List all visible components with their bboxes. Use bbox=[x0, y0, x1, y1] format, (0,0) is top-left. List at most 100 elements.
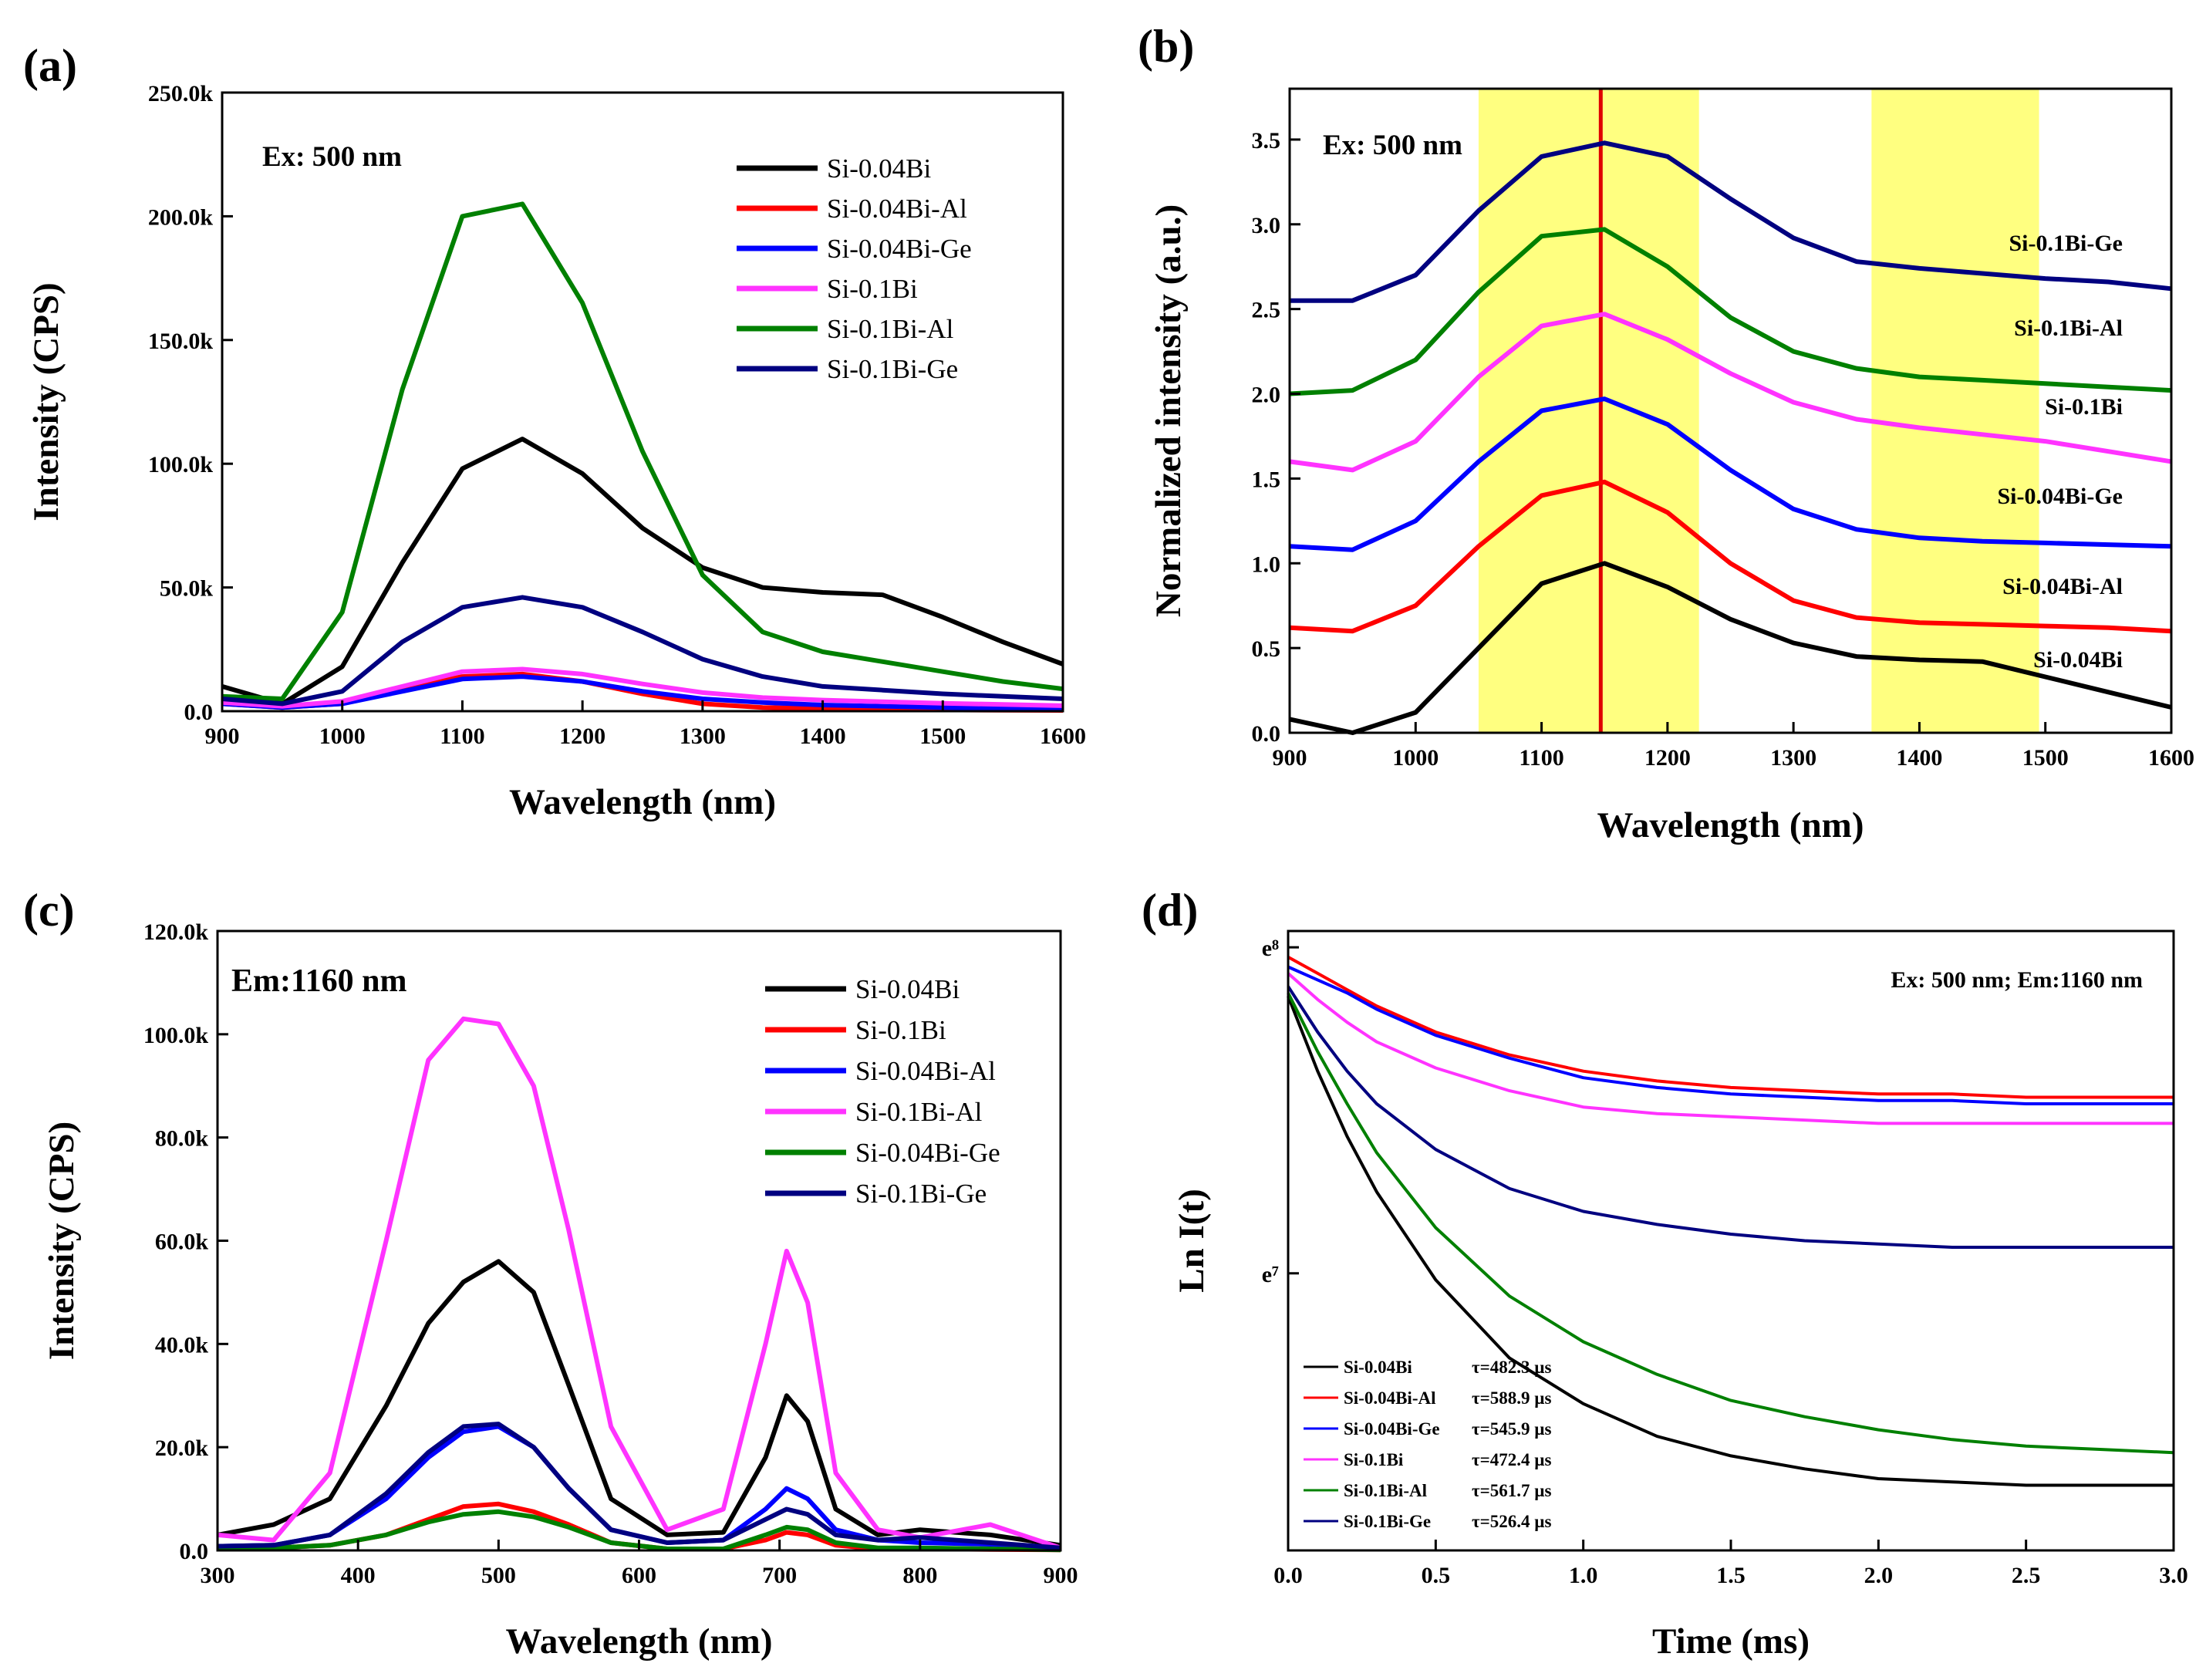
y-tick-label: 2.0 bbox=[1252, 383, 1281, 408]
x-tick-label: 400 bbox=[341, 1563, 376, 1588]
panel-4: (d) 0.0 0.5 1.0 1.5 2.0 2.5 3.0 e⁷ e⁸ Time (ms) Ln … bbox=[1142, 885, 2188, 1661]
x-tick-label: 1300 bbox=[1770, 745, 1816, 771]
excitation-annotation: Em:1160 nm bbox=[231, 963, 407, 999]
legend-entry: Si-0.1Bi-Al bbox=[827, 314, 954, 344]
fit-legend-tau: τ=561.7 µs bbox=[1472, 1481, 1551, 1500]
y-tick-label: 150.0k bbox=[148, 329, 214, 354]
excitation-annotation: Ex: 500 nm; Em:1160 nm bbox=[1891, 967, 2143, 993]
series-label: Si-0.1Bi-Al bbox=[2014, 315, 2123, 341]
x-tick-label: 2.5 bbox=[2012, 1563, 2041, 1588]
y-tick-label: 50.0k bbox=[160, 576, 214, 602]
legend-entry: Si-0.04Bi-Al bbox=[855, 1056, 996, 1086]
y-tick-label: 20.0k bbox=[155, 1435, 209, 1461]
series-line-1 bbox=[217, 1259, 1061, 1548]
highlight-band bbox=[1871, 89, 2039, 733]
y-tick-label: e⁸ bbox=[1262, 936, 1279, 961]
y-tick-label: 80.0k bbox=[155, 1126, 209, 1152]
fit-legend-tau: τ=472.4 µs bbox=[1472, 1450, 1551, 1469]
x-tick-label: 1.5 bbox=[1716, 1563, 1746, 1588]
series-line-1 bbox=[221, 437, 1064, 707]
series-line-1 bbox=[1289, 561, 2172, 735]
fit-legend-tau: τ=482.3 µs bbox=[1472, 1358, 1551, 1377]
series-label: Si-0.1Bi-Ge bbox=[2009, 231, 2123, 256]
x-tick-label: 800 bbox=[902, 1563, 937, 1588]
x-tick-label: 1600 bbox=[1040, 724, 1086, 749]
x-tick-label: 900 bbox=[205, 724, 240, 749]
series-label: Si-0.04Bi-Al bbox=[2002, 574, 2123, 599]
x-axis-title: Wavelength (nm) bbox=[1597, 805, 1864, 845]
fit-legend-name: Si-0.04Bi-Al bbox=[1344, 1388, 1435, 1408]
excitation-annotation: Ex: 500 nm bbox=[262, 141, 402, 173]
x-tick-label: 900 bbox=[1044, 1563, 1078, 1588]
series-line-3 bbox=[221, 674, 1064, 711]
y-tick-label: 0.5 bbox=[1252, 636, 1281, 662]
legend-entry: Si-0.1Bi bbox=[855, 1015, 946, 1045]
fit-legend-name: Si-0.04Bi-Ge bbox=[1344, 1419, 1440, 1439]
legend-entry: Si-0.04Bi-Ge bbox=[855, 1138, 1000, 1168]
series-line-6 bbox=[1290, 140, 2172, 303]
legend-entry: Si-0.1Bi-Ge bbox=[827, 354, 958, 384]
x-tick-label: 1.0 bbox=[1569, 1563, 1598, 1588]
y-axis-title: Intensity (CPS) bbox=[26, 282, 66, 521]
series-label: Si-0.1Bi bbox=[2045, 394, 2123, 420]
x-tick-label: 1100 bbox=[1519, 745, 1563, 771]
panel-label: (d) bbox=[1142, 885, 1198, 936]
y-tick-label: 0.0 bbox=[180, 1539, 209, 1564]
x-tick-label: 900 bbox=[1273, 745, 1307, 771]
panel-label: (a) bbox=[23, 40, 77, 91]
series-line-4 bbox=[1287, 972, 2174, 1125]
y-tick-label: 100.0k bbox=[143, 1023, 209, 1048]
fit-legend-name: Si-0.1Bi-Ge bbox=[1344, 1512, 1431, 1531]
series-line-6 bbox=[1287, 985, 2174, 1249]
x-tick-label: 1300 bbox=[680, 724, 726, 749]
series-line-6 bbox=[217, 1422, 1061, 1550]
series-line-5 bbox=[1287, 992, 2174, 1455]
series-label: Si-0.04Bi-Ge bbox=[1998, 484, 2123, 509]
y-tick-label: 250.0k bbox=[148, 81, 214, 106]
y-tick-label: e⁷ bbox=[1262, 1262, 1279, 1287]
series-line-5 bbox=[1289, 227, 2172, 396]
x-tick-label: 1500 bbox=[2022, 745, 2069, 771]
y-tick-label: 2.5 bbox=[1252, 298, 1281, 323]
series-line-6 bbox=[221, 595, 1064, 707]
legend-entry: Si-0.1Bi-Ge bbox=[855, 1179, 987, 1209]
y-tick-label: 0.0 bbox=[184, 700, 214, 725]
x-tick-label: 0.0 bbox=[1273, 1563, 1303, 1588]
y-axis-title: Intensity (CPS) bbox=[42, 1122, 82, 1360]
x-tick-label: 1100 bbox=[440, 724, 484, 749]
x-tick-label: 1200 bbox=[1644, 745, 1691, 771]
x-tick-label: 1000 bbox=[1392, 745, 1439, 771]
legend: Si-0.04Bi Si-0.04Bi-Al Si-0.04Bi-Ge Si-0.1B… bbox=[737, 153, 972, 384]
y-tick-label: 100.0k bbox=[148, 452, 214, 477]
x-tick-label: 1400 bbox=[800, 724, 846, 749]
x-tick-label: 600 bbox=[622, 1563, 656, 1588]
legend-entry: Si-0.04Bi-Ge bbox=[827, 234, 972, 264]
plot-frame bbox=[1288, 87, 2173, 734]
y-tick-label: 1.5 bbox=[1252, 467, 1281, 492]
series-line-3 bbox=[1287, 965, 2174, 1105]
plot-frame bbox=[221, 91, 1064, 713]
x-axis-title: Wavelength (nm) bbox=[506, 1621, 773, 1661]
x-tick-label: 700 bbox=[762, 1563, 797, 1588]
y-tick-label: 0.0 bbox=[1252, 721, 1281, 747]
x-tick-label: 0.5 bbox=[1422, 1563, 1451, 1588]
fit-legend-tau: τ=545.9 µs bbox=[1472, 1419, 1551, 1439]
panel-1: (a) 900 1000 1100 1200 1300 1400 1500 1600 0.0 50.… bbox=[23, 40, 1086, 822]
x-tick-label: 2.0 bbox=[1864, 1563, 1894, 1588]
series-line-5 bbox=[221, 201, 1064, 701]
x-tick-label: 1000 bbox=[319, 724, 366, 749]
fit-legend: Si-0.04Bi τ=482.3 µs Si-0.04Bi-Al τ=588.9 µ… bbox=[1304, 1358, 1551, 1531]
y-tick-label: 3.5 bbox=[1252, 128, 1281, 153]
legend: Si-0.04Bi Si-0.1Bi Si-0.04Bi-Al Si-0.1Bi-Al… bbox=[765, 974, 1000, 1209]
fit-legend-tau: τ=588.9 µs bbox=[1472, 1388, 1551, 1408]
y-axis-title: Normalized intensity (a.u.) bbox=[1149, 204, 1189, 617]
panel-2: (b) 900 1000 1100 1200 1300 1400 1500 1600 0.0 0.5… bbox=[1138, 21, 2194, 845]
highlight-band bbox=[1478, 89, 1699, 733]
x-tick-label: 1500 bbox=[919, 724, 966, 749]
x-tick-label: 3.0 bbox=[2159, 1563, 2188, 1588]
x-axis-title: Time (ms) bbox=[1652, 1621, 1810, 1661]
panel-3: (c) 300 400 500 600 700 800 900 0.0 20.0k 40.0k 60.… bbox=[23, 885, 1078, 1661]
panel-label: (b) bbox=[1138, 21, 1194, 72]
x-tick-label: 300 bbox=[201, 1563, 235, 1588]
